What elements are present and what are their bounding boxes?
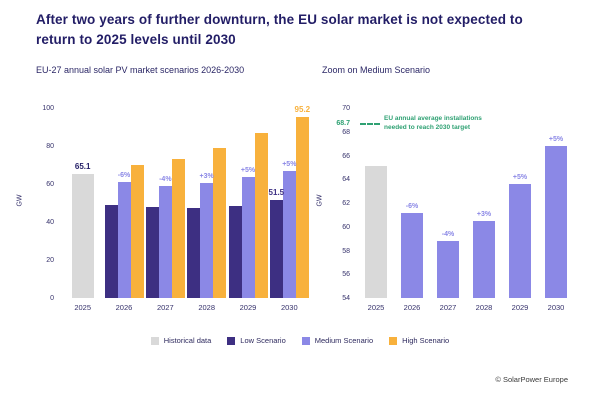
legend-item: High Scenario (389, 336, 449, 345)
x-tick-label: 2026 (115, 303, 133, 312)
percent-change-label: -4% (441, 231, 455, 238)
x-tick-label: 2025 (367, 303, 385, 312)
x-tick-label: 2030 (280, 303, 298, 312)
percent-change-label: +5% (240, 167, 256, 175)
left-chart-plot: -6% -4% +3% +5% +5% 65.1 95.2 51.5 (62, 105, 311, 298)
right-y-axis-label: GW (316, 194, 324, 207)
left-x-axis: 2025 2026 2027 2028 2029 2030 (62, 303, 310, 315)
bar-medium-scenario (545, 146, 567, 298)
bar-high-scenario (171, 159, 185, 298)
target-label: EU annual average installations needed t… (384, 114, 482, 131)
y-tick-label: 56 (342, 271, 350, 279)
y-tick-label: 0 (50, 295, 54, 302)
bar-historical-data (71, 174, 94, 298)
bar-medium-scenario (401, 212, 423, 298)
right-chart-plot: EU annual average installations needed t… (358, 108, 574, 298)
y-tick-label: 58 (342, 247, 350, 255)
x-tick-label: 2025 (74, 303, 91, 312)
x-tick-label: 2029 (239, 303, 257, 312)
right-y-axis: 54 56 58 60 62 64 66 68 70 68.7 (324, 105, 350, 302)
y-tick-label: 60 (342, 223, 350, 231)
right-x-axis: 2025 2026 2027 2028 2029 2030 (358, 303, 574, 315)
y-tick-label: 64 (342, 176, 350, 184)
bar-high-scenario (130, 165, 144, 298)
bar-low-scenario (145, 206, 159, 298)
legend-label: Low Scenario (240, 336, 286, 345)
target-dashed-line (360, 122, 380, 125)
y-tick-label: 100 (42, 105, 54, 112)
bar-high-scenario (254, 132, 268, 298)
y-tick-label: 62 (342, 200, 350, 207)
bar-medium-scenario (282, 171, 296, 298)
page-title-line-2: return to 2025 levels until 2030 (36, 32, 236, 48)
target-annotation: EU annual average installations needed t… (360, 115, 506, 133)
bar-high-scenario (213, 147, 227, 298)
y-tick-label: 20 (46, 257, 54, 264)
y-tick-label: 40 (46, 219, 54, 226)
bar-medium-scenario (117, 181, 131, 298)
y-tick-label: 70 (342, 105, 350, 112)
legend-swatch (227, 336, 236, 345)
legend-item: Historical data (150, 336, 212, 345)
legend-swatch (389, 336, 398, 345)
percent-change-label: +5% (512, 174, 528, 181)
right-chart-title: Zoom on Medium Scenario (322, 65, 431, 75)
legend-label: Historical data (163, 336, 212, 345)
chart-legend: Historical data Low Scenario Medium Scenar… (0, 336, 600, 345)
y-tick-label: 66 (342, 152, 350, 160)
x-tick-label: 2028 (475, 303, 493, 312)
legend-item: Low Scenario (227, 336, 286, 345)
left-chart-title: EU-27 annual solar PV market scenarios 2… (36, 65, 245, 75)
left-y-axis: 0 20 40 60 80 100 (28, 105, 54, 302)
target-tick-label: 68.7 (336, 120, 350, 128)
bar-medium-scenario (200, 183, 214, 298)
bar-high-scenario (295, 117, 309, 298)
page-title-line-1: After two years of further downturn, the… (36, 12, 523, 27)
x-tick-label: 2027 (156, 303, 174, 312)
percent-change-label: +3% (476, 210, 492, 218)
x-tick-label: 2029 (511, 303, 529, 312)
x-tick-label: 2027 (439, 303, 457, 312)
bar-medium-scenario (473, 220, 495, 298)
legend-swatch (150, 336, 159, 345)
bar-medium-scenario (509, 184, 531, 298)
percent-change-label: -6% (405, 202, 419, 210)
y-tick-label: 80 (46, 143, 54, 150)
x-tick-label: 2030 (547, 303, 565, 312)
y-tick-label: 68 (342, 128, 350, 136)
bar-low-scenario (187, 207, 201, 298)
bar-low-scenario (228, 205, 242, 298)
percent-change-label: -4% (159, 176, 172, 184)
credit-text: © SolarPower Europe (495, 375, 568, 384)
bar-low-scenario (269, 200, 283, 298)
y-tick-label: 54 (342, 295, 350, 302)
percent-change-label: +5% (548, 136, 564, 143)
x-tick-label: 2028 (198, 303, 215, 312)
x-tick-label: 2026 (403, 303, 421, 312)
y-tick-label: 60 (46, 181, 54, 188)
bar-medium-scenario (241, 177, 255, 298)
bar-medium-scenario (437, 241, 459, 298)
percent-change-label: -6% (117, 171, 131, 179)
page-title: After two years of further downturn, the… (36, 10, 588, 51)
percent-change-label: +3% (199, 173, 214, 181)
bar-value-label: 51.5 (268, 188, 285, 198)
percent-change-label: +5% (282, 161, 297, 169)
left-y-axis-label: GW (16, 194, 24, 207)
legend-swatch (301, 336, 310, 345)
bar-low-scenario (104, 204, 118, 298)
bar-value-label: 95.2 (294, 105, 311, 115)
bar-historical-data (365, 166, 387, 298)
legend-label: High Scenario (402, 336, 450, 345)
bar-medium-scenario (158, 186, 172, 298)
legend-item: Medium Scenario (301, 336, 374, 345)
legend-label: Medium Scenario (314, 336, 374, 345)
bar-value-label: 65.1 (74, 162, 91, 172)
